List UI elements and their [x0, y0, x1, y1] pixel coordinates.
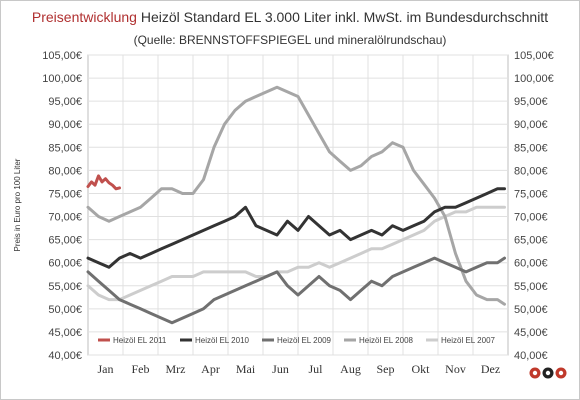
legend-label: Heizöl EL 2009 — [277, 336, 332, 345]
y-tick-label-right: 90,00€ — [514, 119, 548, 131]
x-tick-label: Mrz — [166, 362, 186, 376]
x-tick-label: Aug — [340, 362, 361, 376]
y-tick-label-right: 55,00€ — [514, 281, 548, 293]
legend-label: Heizöl EL 2011 — [113, 336, 167, 345]
x-tick-label: Jun — [272, 362, 289, 376]
legend-label: Heizöl EL 2008 — [359, 336, 414, 345]
x-tick-label: Apr — [201, 362, 220, 376]
series-line — [86, 85, 506, 306]
y-tick-label: 50,00€ — [48, 304, 82, 316]
y-tick-label-right: 85,00€ — [514, 142, 548, 154]
y-tick-label: 75,00€ — [48, 188, 82, 200]
y-tick-label-right: 105,00€ — [514, 50, 554, 62]
y-tick-label-right: 45,00€ — [514, 327, 548, 339]
y-tick-label: 40,00€ — [48, 350, 82, 362]
x-tick-label: Okt — [412, 362, 431, 376]
x-tick-label: Jul — [308, 362, 323, 376]
y-tick-label-right: 65,00€ — [514, 235, 548, 247]
x-tick-label: Dez — [481, 362, 500, 376]
title-main: Heizöl Standard EL 3.000 Liter inkl. MwS… — [136, 9, 426, 25]
series-line — [86, 187, 506, 269]
y-tick-label-right: 70,00€ — [514, 212, 548, 224]
legend-label: Heizöl EL 2007 — [441, 336, 496, 345]
title-end: Bundesdurchschnitt — [425, 9, 549, 25]
series-line — [86, 174, 121, 191]
y-tick-label: 100,00€ — [42, 73, 82, 85]
y-tick-label: 60,00€ — [48, 258, 82, 270]
y-axis-label: Preis in Euro pro 100 Liter — [13, 158, 22, 251]
y-tick-label: 95,00€ — [48, 96, 82, 108]
x-tick-label: Mai — [236, 362, 256, 376]
chart-title: Preisentwicklung Heizöl Standard EL 3.00… — [0, 9, 580, 25]
y-tick-label-right: 95,00€ — [514, 96, 548, 108]
series-line — [86, 205, 506, 302]
y-tick-label-right: 60,00€ — [514, 258, 548, 270]
y-tick-label-right: 100,00€ — [514, 73, 554, 85]
x-tick-label: Feb — [132, 362, 150, 376]
y-tick-label-right: 75,00€ — [514, 188, 548, 200]
y-tick-label-right: 80,00€ — [514, 165, 548, 177]
x-tick-label: Sep — [377, 362, 395, 376]
series-line — [86, 256, 506, 325]
logo-icon — [529, 367, 567, 379]
title-highlight: Preisentwicklung — [31, 9, 137, 25]
y-tick-label: 85,00€ — [48, 142, 82, 154]
y-tick-label: 45,00€ — [48, 327, 82, 339]
y-tick-label: 70,00€ — [48, 212, 82, 224]
x-tick-label: Nov — [445, 362, 466, 376]
chart-subtitle: (Quelle: BRENNSTOFFSPIEGEL und mineralöl… — [133, 33, 447, 47]
y-tick-label: 65,00€ — [48, 235, 82, 247]
y-tick-label: 105,00€ — [42, 50, 82, 62]
x-tick-label: Jan — [98, 362, 114, 376]
y-tick-label: 55,00€ — [48, 281, 82, 293]
legend-label: Heizöl EL 2010 — [195, 336, 250, 345]
y-tick-label: 90,00€ — [48, 119, 82, 131]
y-tick-label: 80,00€ — [48, 165, 82, 177]
y-tick-label-right: 40,00€ — [514, 350, 548, 362]
y-tick-label-right: 50,00€ — [514, 304, 548, 316]
